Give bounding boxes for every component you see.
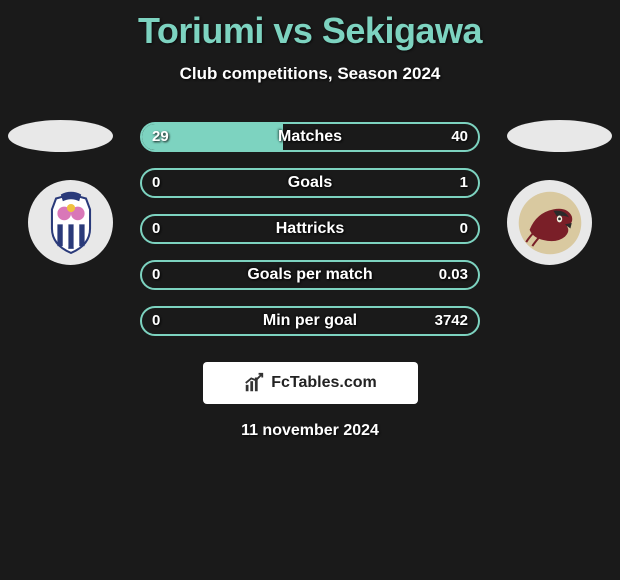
stat-label: Goals per match — [142, 262, 478, 288]
page-title: Toriumi vs Sekigawa — [0, 0, 620, 52]
date-label: 11 november 2024 — [0, 422, 620, 440]
crest-right-icon — [516, 189, 584, 257]
subtitle: Club competitions, Season 2024 — [0, 64, 620, 84]
crest-left-icon — [37, 189, 105, 257]
stat-row: 03742Min per goal — [140, 306, 480, 336]
player-right-ellipse — [507, 120, 612, 152]
stat-label: Matches — [142, 124, 478, 150]
stat-row: 01Goals — [140, 168, 480, 198]
stat-row: 00.03Goals per match — [140, 260, 480, 290]
stat-label: Goals — [142, 170, 478, 196]
brand-badge: FcTables.com — [203, 362, 418, 404]
stat-bars: 2940Matches 01Goals 00Hattricks 00.03Goals … — [140, 122, 480, 352]
stat-row: 00Hattricks — [140, 214, 480, 244]
club-crest-right — [507, 180, 592, 265]
comparison-card: Toriumi vs Sekigawa Club competitions, S… — [0, 0, 620, 580]
stat-label: Hattricks — [142, 216, 478, 242]
stat-row: 2940Matches — [140, 122, 480, 152]
player-left-ellipse — [8, 120, 113, 152]
stat-label: Min per goal — [142, 308, 478, 334]
club-crest-left — [28, 180, 113, 265]
brand-text: FcTables.com — [271, 374, 377, 392]
chart-icon — [243, 372, 265, 394]
